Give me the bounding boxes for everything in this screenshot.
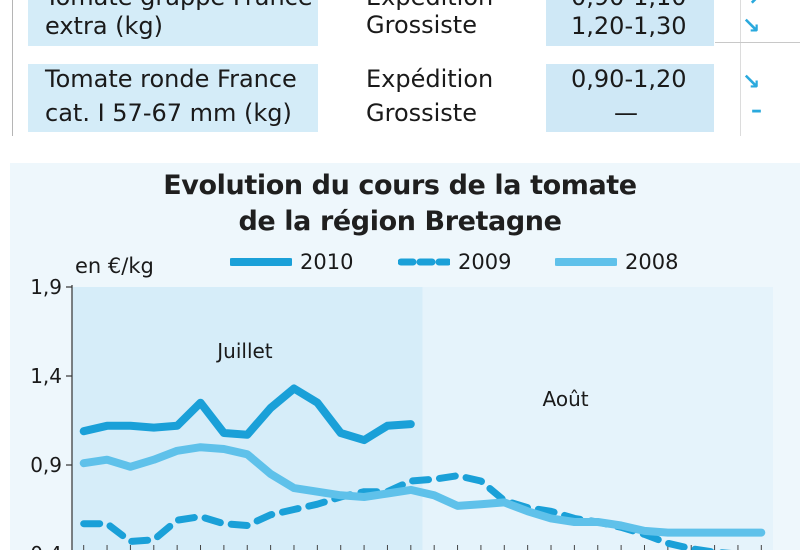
row1-price-line2: 1,20-1,30: [571, 12, 687, 40]
table-rule: [715, 42, 800, 43]
row2-market-line1: Expédition: [366, 65, 494, 93]
legend-label-2010: 2010: [300, 250, 354, 274]
month-band-aout: [422, 287, 773, 550]
y-tick-label-0: 0,4: [30, 542, 62, 550]
legend-label-2009: 2009: [458, 250, 512, 274]
y-unit-label: en €/kg: [75, 254, 154, 278]
row1-trend-up-icon: ↗: [748, 0, 766, 11]
legend-2010: 2010: [230, 250, 353, 274]
row2-product-line1: Tomate ronde France: [45, 65, 297, 93]
y-tick-label-3: 1,9: [30, 275, 62, 299]
row2-trend-down-icon: ↘: [742, 70, 761, 95]
y-tick-label-1: 0,9: [30, 453, 62, 477]
row1-market-line2: Grossiste: [366, 11, 477, 39]
row1-price-band: [546, 0, 714, 46]
row2-market-line2: Grossiste: [366, 99, 477, 127]
legend-2009: 2009: [398, 250, 511, 274]
legend-swatch-2009: [398, 258, 450, 266]
row2-product-line2: cat. I 57-67 mm (kg): [45, 99, 292, 127]
legend-label-2008: 2008: [625, 250, 679, 274]
row2-price-band: [546, 64, 714, 132]
row2-trend-flat-icon: –: [751, 98, 762, 123]
row1-trend-down-icon: ↘: [742, 14, 761, 39]
row1-market-line1: Expédition: [366, 0, 493, 14]
month-band-juillet: [72, 287, 423, 550]
y-tick-label-2: 1,4: [30, 364, 62, 388]
row2-price-line1: 0,90-1,20: [571, 65, 687, 93]
month-label-aout: Août: [543, 387, 589, 411]
chart-title-line2: de la région Bretagne: [238, 206, 562, 237]
row2-product-band: [28, 64, 318, 132]
row1-product-line2: extra (kg): [45, 12, 164, 40]
chart-title-line1: Evolution du cours de la tomate: [163, 170, 637, 201]
row2-price-line2: —: [614, 99, 638, 127]
row1-price-line1: 0,90-1,10: [571, 0, 687, 14]
series-line-2009: [80, 472, 732, 550]
table-divider-right: [740, 0, 741, 136]
row1-product-band: [28, 0, 318, 46]
price-table: Tomate grappe France extra (kg) Expéditi…: [0, 0, 800, 136]
legend-swatch-2008: [555, 258, 617, 266]
legend-swatch-2010: [230, 258, 292, 266]
legend-2008: 2008: [555, 250, 678, 274]
month-label-juillet: Juillet: [215, 339, 273, 363]
table-divider-left: [12, 0, 13, 136]
row1-product-line1: Tomate grappe France: [45, 0, 313, 14]
series-line-2008: [79, 443, 766, 537]
